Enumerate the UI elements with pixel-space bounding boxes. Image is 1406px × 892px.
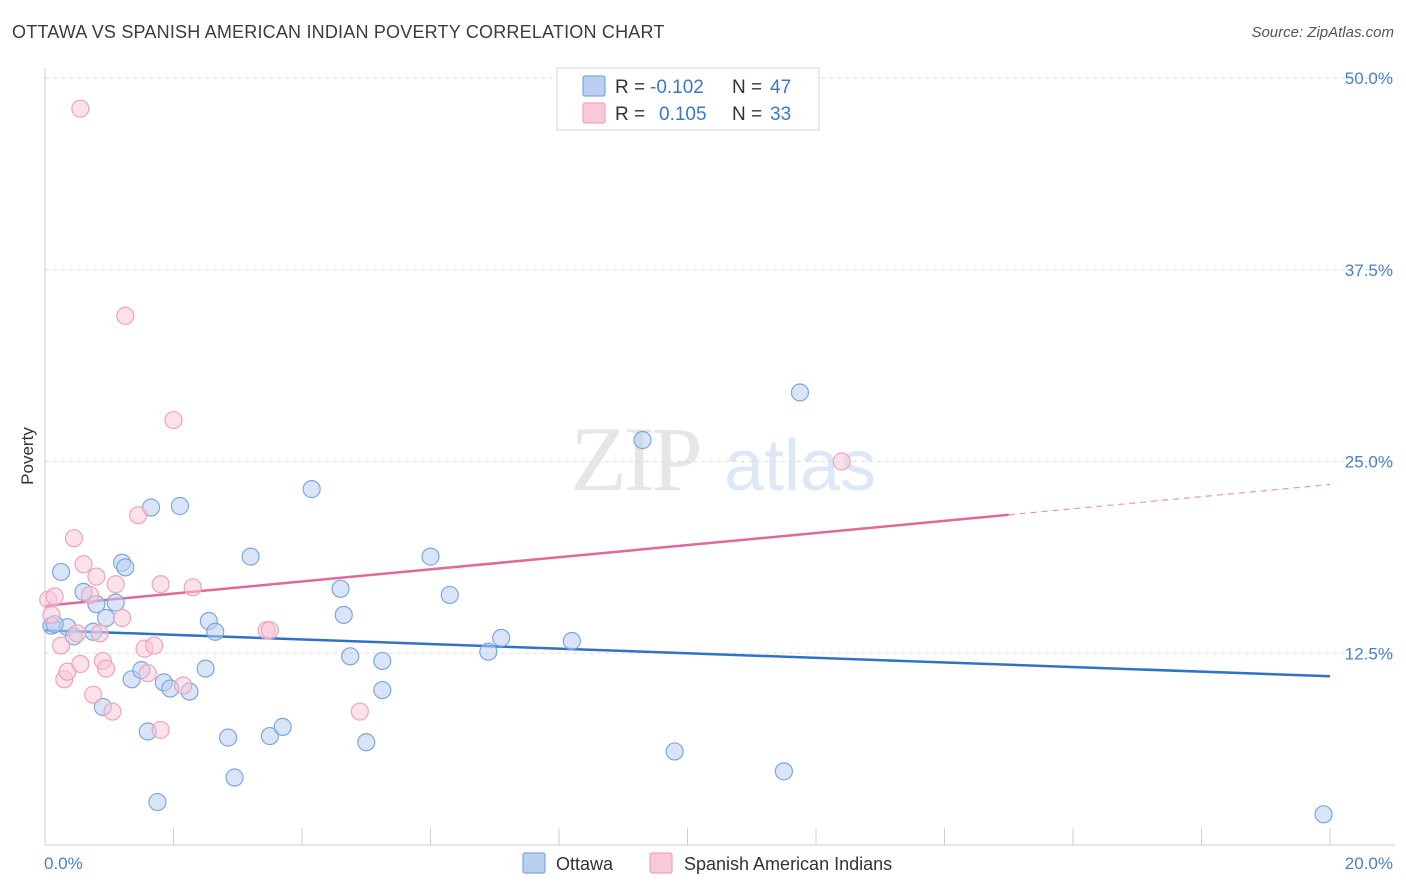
point-ottawa-33 xyxy=(357,733,376,752)
point-spanish-33 xyxy=(832,452,851,471)
point-ottawa-41 xyxy=(633,430,652,450)
point-ottawa-32 xyxy=(341,647,360,666)
y-axis-title: Poverty xyxy=(18,427,37,485)
point-spanish-27 xyxy=(174,676,193,695)
point-spanish-25 xyxy=(151,575,170,594)
watermark-zip: ZIP xyxy=(571,408,700,510)
watermark-atlas: atlas xyxy=(724,426,876,506)
stats-legend-swatch-ottawa xyxy=(582,75,606,97)
point-spanish-19 xyxy=(116,306,135,325)
stats-n-label-ottawa: N = xyxy=(732,77,762,98)
stats-n-value-spanish: 33 xyxy=(770,104,791,125)
point-spanish-6 xyxy=(64,529,84,548)
point-ottawa-37 xyxy=(440,585,459,605)
point-ottawa-8 xyxy=(96,608,116,628)
point-ottawa-23 xyxy=(206,622,225,641)
x-tick-label-min: 0.0% xyxy=(44,854,83,873)
stats-r-value-ottawa: -0.102 xyxy=(650,77,704,98)
point-spanish-32 xyxy=(71,99,90,118)
point-ottawa-27 xyxy=(260,726,279,746)
y-tick-label-1: 25.0% xyxy=(1345,453,1393,472)
y-axis-tick-labels: 12.5% 25.0% 37.5% 50.0% xyxy=(1345,69,1393,663)
stats-legend: R = -0.102 N = 47 R = 0.105 N = 33 xyxy=(556,67,820,131)
point-spanish-16 xyxy=(103,702,122,721)
point-spanish-1 xyxy=(42,605,61,625)
point-ottawa-40 xyxy=(562,631,581,651)
point-ottawa-34 xyxy=(373,651,392,671)
point-ottawa-28 xyxy=(273,717,292,736)
point-spanish-17 xyxy=(106,575,125,594)
trend-line-1 xyxy=(44,513,1009,607)
point-ottawa-16 xyxy=(148,792,167,812)
point-spanish-31 xyxy=(350,702,369,721)
gridlines xyxy=(45,77,1395,654)
point-ottawa-45 xyxy=(1314,805,1333,824)
source-label: Source: ZipAtlas.com xyxy=(1251,24,1394,41)
watermark: ZIP atlas xyxy=(571,408,877,510)
point-spanish-7 xyxy=(68,624,87,643)
y-tick-label-0: 12.5% xyxy=(1345,644,1393,663)
point-ottawa-21 xyxy=(196,659,215,678)
trend-line-0 xyxy=(44,628,1331,678)
point-ottawa-24 xyxy=(219,728,238,747)
stats-r-label-ottawa: R = xyxy=(615,77,645,98)
point-ottawa-42 xyxy=(665,742,684,761)
point-ottawa-11 xyxy=(116,558,135,577)
point-spanish-18 xyxy=(112,608,132,628)
point-spanish-23 xyxy=(145,636,164,655)
series-legend: Ottawa Spanish American Indians xyxy=(522,852,892,874)
point-spanish-2 xyxy=(45,587,64,606)
point-spanish-24 xyxy=(151,720,170,740)
point-ottawa-9 xyxy=(106,593,125,612)
point-spanish-26 xyxy=(164,410,183,430)
x-axis-ticks xyxy=(173,828,1331,845)
point-ottawa-19 xyxy=(170,496,190,516)
data-points xyxy=(39,99,1333,824)
point-ottawa-25 xyxy=(225,768,244,787)
point-spanish-12 xyxy=(87,567,106,586)
y-tick-label-3: 50.0% xyxy=(1345,69,1393,88)
point-ottawa-1 xyxy=(51,562,71,582)
legend-swatch-ottawa xyxy=(522,852,546,874)
point-ottawa-29 xyxy=(302,480,321,499)
point-ottawa-43 xyxy=(774,762,793,781)
point-spanish-10 xyxy=(80,585,100,605)
stats-n-label-spanish: N = xyxy=(732,104,762,125)
point-ottawa-35 xyxy=(373,680,392,700)
y-tick-label-2: 37.5% xyxy=(1345,261,1393,280)
point-ottawa-26 xyxy=(241,547,260,566)
trend-lines xyxy=(44,483,1331,678)
point-spanish-3 xyxy=(51,636,71,655)
legend-swatch-spanish xyxy=(649,852,673,874)
point-spanish-8 xyxy=(71,654,90,674)
trend-line-extension-1 xyxy=(1008,483,1331,516)
point-spanish-15 xyxy=(96,659,116,678)
point-ottawa-36 xyxy=(421,547,440,566)
point-ottawa-38 xyxy=(479,642,498,661)
point-spanish-11 xyxy=(84,685,103,704)
legend-label-ottawa: Ottawa xyxy=(556,854,614,874)
stats-r-label-spanish: R = xyxy=(615,104,645,125)
point-spanish-13 xyxy=(90,624,109,643)
point-ottawa-44 xyxy=(790,383,810,402)
point-spanish-22 xyxy=(138,664,157,683)
point-spanish-28 xyxy=(183,578,202,597)
point-spanish-30 xyxy=(260,621,279,640)
chart-title: OTTAWA VS SPANISH AMERICAN INDIAN POVERT… xyxy=(12,22,665,42)
point-ottawa-39 xyxy=(492,628,511,648)
stats-n-value-ottawa: 47 xyxy=(770,77,791,98)
x-tick-label-max: 20.0% xyxy=(1345,854,1393,873)
point-ottawa-31 xyxy=(334,605,353,625)
stats-legend-swatch-spanish xyxy=(582,102,606,124)
legend-label-spanish: Spanish American Indians xyxy=(684,854,892,874)
stats-r-value-spanish: 0.105 xyxy=(659,104,707,125)
point-ottawa-30 xyxy=(331,579,350,598)
point-spanish-20 xyxy=(129,506,148,525)
point-spanish-9 xyxy=(74,555,93,574)
